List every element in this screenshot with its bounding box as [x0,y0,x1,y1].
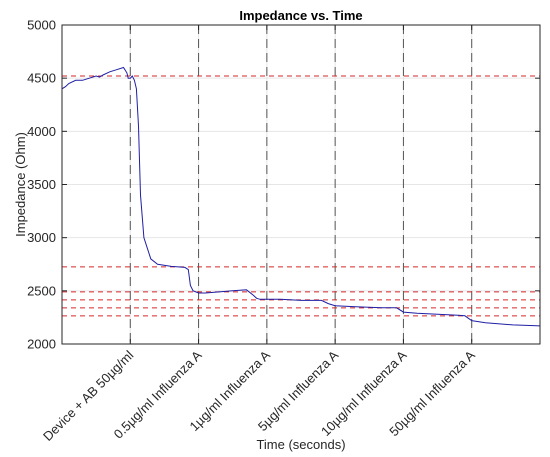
chart-title: Impedance vs. Time [239,8,362,23]
y-tick-label: 5000 [27,18,56,33]
x-ticks: Device + AB 50µg/ml0.5µg/ml Influenza A1… [40,25,478,444]
reference-lines [62,75,540,317]
series-layer [61,66,541,327]
y-axis-title: Impedance (Ohm) [13,132,28,237]
series-line [61,66,541,327]
vertical-marker-lines [129,25,473,344]
y-tick-label: 4500 [27,71,56,86]
y-tick-label: 2000 [27,337,56,352]
y-tick-label: 4000 [27,124,56,139]
y-tick-label: 2500 [27,283,56,298]
y-ticks: 2000 2500 3000 3500 4000 4500 5000 [27,18,540,352]
y-tick-label: 3000 [27,230,56,245]
x-axis-title: Time (seconds) [256,437,345,452]
grid-lines [62,24,540,345]
y-tick-label: 3500 [27,177,56,192]
